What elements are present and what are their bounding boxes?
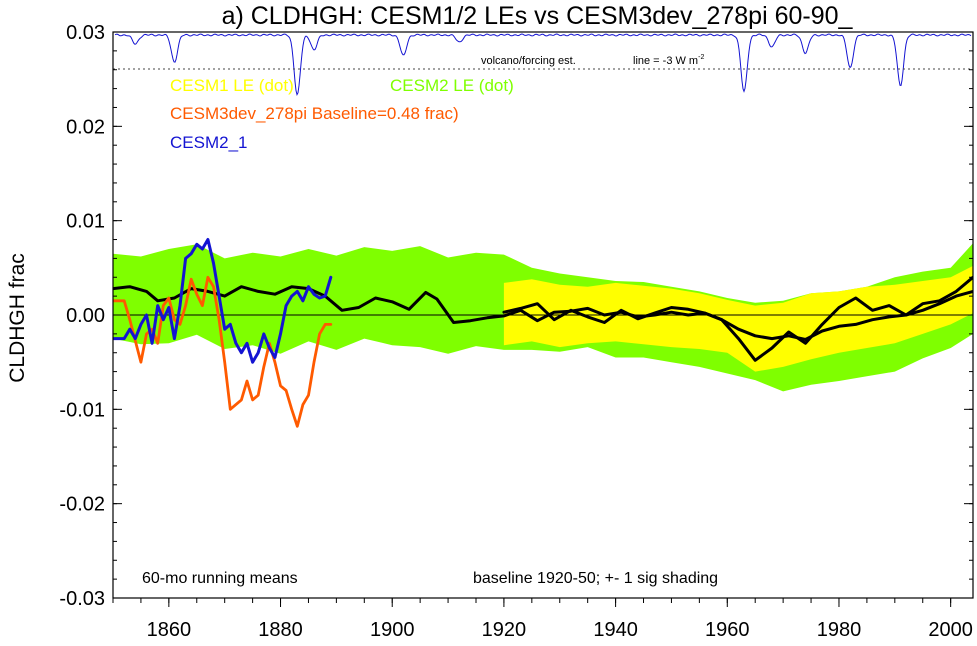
legend-cesm1-le: CESM1 LE (dot) — [170, 76, 294, 95]
series-cesm2-1 — [113, 238, 333, 364]
x-tick-label: 1980 — [817, 619, 862, 641]
x-tick-label: 1880 — [258, 619, 303, 641]
x-tick-label: 1940 — [593, 619, 638, 641]
axis-ticks: -0.03 -0.02 -0.01 0.00 0.01 0.02 0.03 1860 1880 1… — [59, 22, 973, 641]
volcano-line-label-sup: -2 — [698, 54, 704, 61]
series-lines — [113, 238, 973, 428]
volcano-forcing-line — [114, 33, 972, 97]
legend-cesm2-1: CESM2_1 — [170, 133, 247, 152]
x-tick-label: 1900 — [370, 619, 415, 641]
y-tick-label: 0.01 — [66, 211, 105, 233]
x-tick-label: 2000 — [928, 619, 973, 641]
chart-title: a) CLDHGH: CESM1/2 LEs vs CESM3dev_278pi… — [222, 2, 854, 30]
y-tick-label: 0.00 — [66, 305, 105, 327]
legend-cesm3dev: CESM3dev_278pi Baseline=0.48 frac) — [170, 104, 459, 123]
y-tick-label: 0.03 — [66, 22, 105, 44]
y-tick-label: 0.02 — [66, 116, 105, 138]
series-cesm3dev-278pi — [113, 275, 333, 428]
volcano-label: volcano/forcing est. — [481, 55, 576, 67]
volcano-forcing-panel — [113, 33, 973, 97]
series-cesm2-le-ensemble-mean — [113, 285, 973, 341]
series-cesm1-le-ensemble-mean — [502, 275, 973, 362]
running-mean-note: 60-mo running means — [142, 570, 298, 587]
band-cesm1-le — [503, 265, 973, 372]
y-tick-label: -0.02 — [59, 494, 105, 516]
volcano-line-label-text: line = -3 W m — [633, 55, 698, 67]
x-tick-label: 1920 — [482, 619, 527, 641]
x-tick-label: 1860 — [147, 619, 192, 641]
legend: CESM1 LE (dot) CESM2 LE (dot) CESM3dev_2… — [170, 76, 514, 152]
y-tick-label: -0.03 — [59, 588, 105, 610]
baseline-note: baseline 1920-50; +- 1 sig shading — [473, 570, 718, 587]
legend-cesm2-le: CESM2 LE (dot) — [390, 76, 514, 95]
volcano-line-label: line = -3 W m-2 — [633, 54, 704, 67]
y-axis-label: CLDHGH frac — [6, 253, 29, 383]
y-tick-label: -0.01 — [59, 399, 105, 421]
x-tick-label: 1960 — [705, 619, 750, 641]
